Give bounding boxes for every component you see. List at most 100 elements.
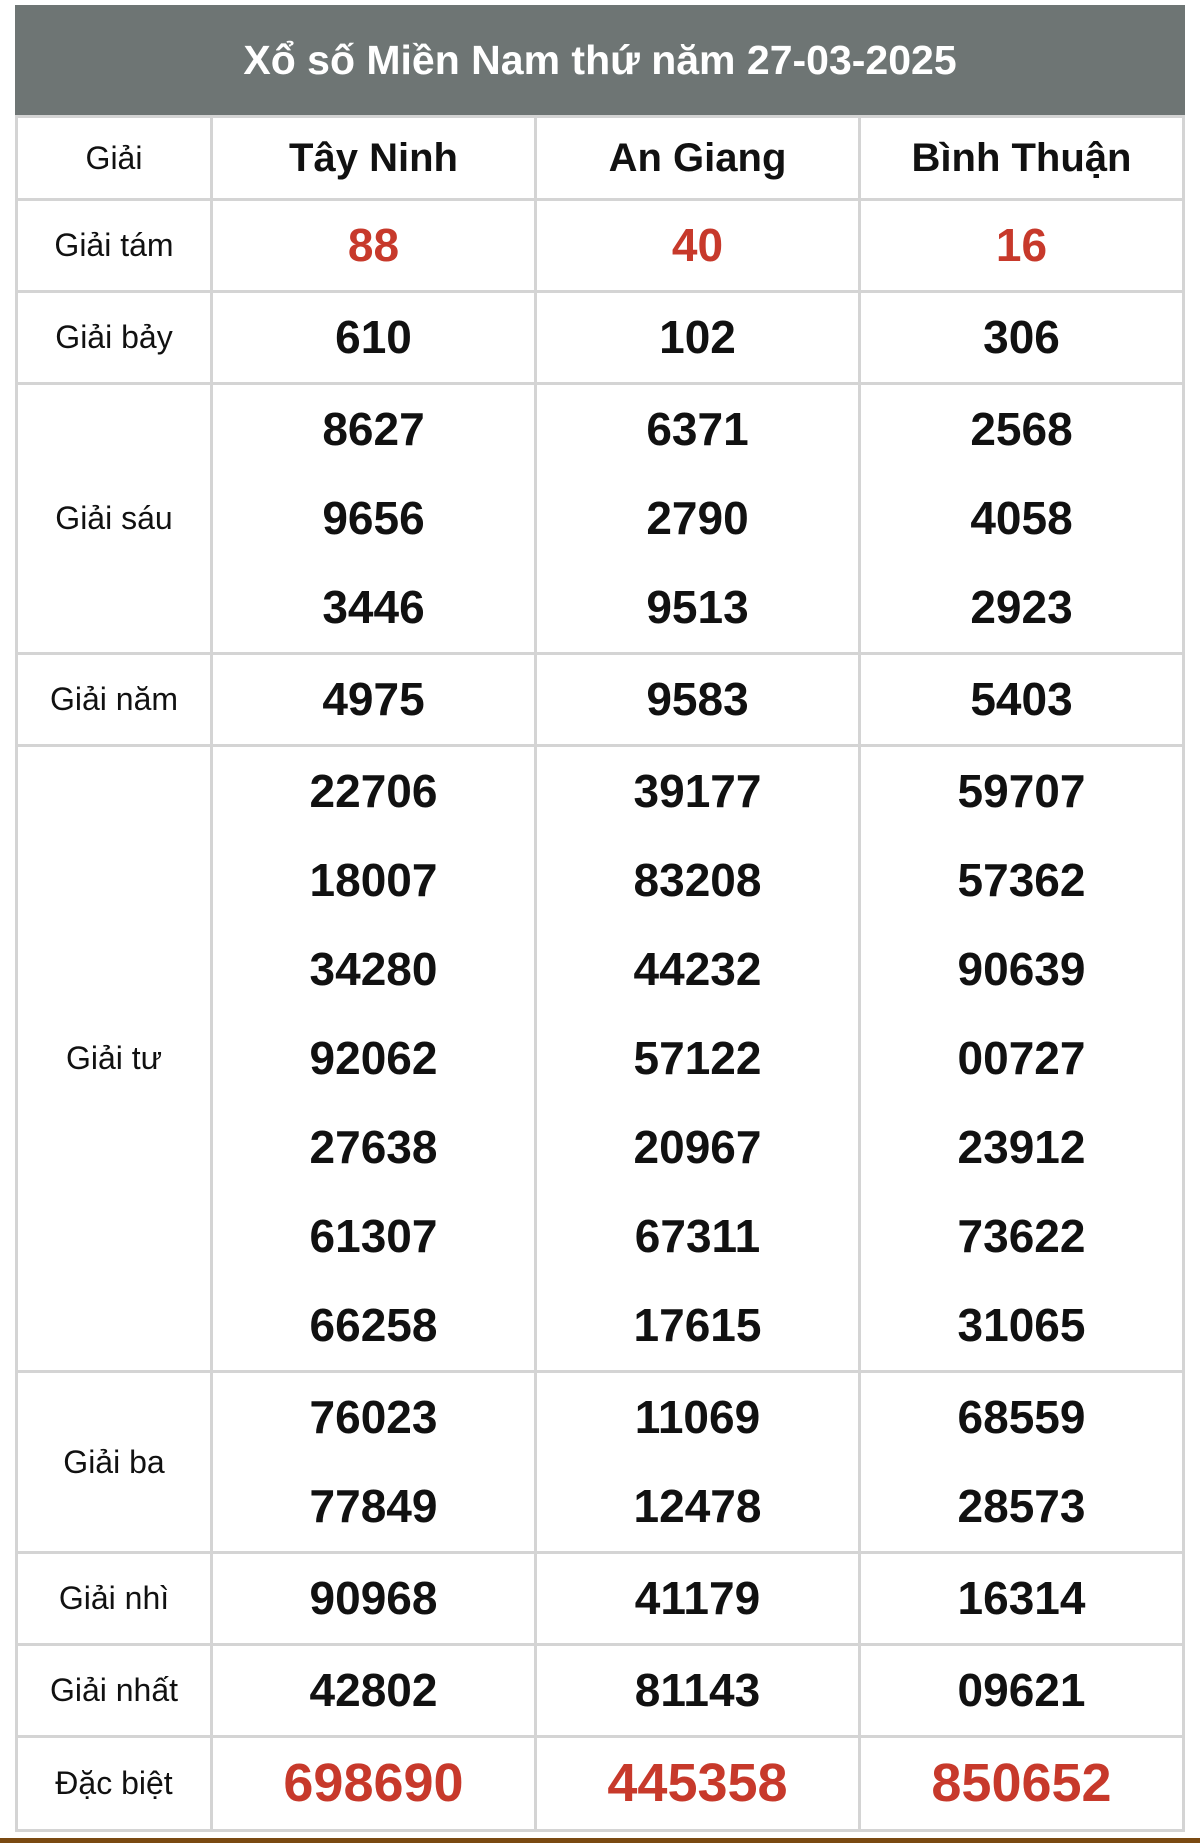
prize-row-giai-ba: Giải ba 76023 77849 11069 12478 68559 28573 xyxy=(15,1370,1185,1554)
result-cell: 5403 xyxy=(858,652,1185,747)
result-number: 9583 xyxy=(646,673,749,725)
result-number: 2568 xyxy=(970,403,1073,455)
result-cell: 4975 xyxy=(210,652,537,747)
result-number: 445358 xyxy=(607,1753,788,1813)
result-number: 3446 xyxy=(322,581,425,633)
result-cell: 850652 xyxy=(858,1735,1185,1832)
result-number: 76023 xyxy=(309,1391,438,1443)
result-number: 22706 xyxy=(309,765,438,817)
result-number: 2790 xyxy=(646,492,749,544)
result-number: 18007 xyxy=(309,854,438,906)
prize-column-header: Giải xyxy=(15,115,213,201)
result-cell: 76023 77849 xyxy=(210,1370,537,1554)
prize-label: Giải tám xyxy=(15,198,213,293)
result-cell: 102 xyxy=(534,290,861,385)
result-number: 90639 xyxy=(957,943,1086,995)
result-cell: 6371 2790 9513 xyxy=(534,382,861,655)
province-header: An Giang xyxy=(534,115,861,201)
result-number: 41179 xyxy=(634,1572,761,1624)
result-number: 850652 xyxy=(931,1753,1112,1813)
result-number: 5403 xyxy=(970,673,1073,725)
result-number: 90968 xyxy=(309,1572,438,1624)
result-cell: 88 xyxy=(210,198,537,293)
result-number: 12478 xyxy=(633,1480,762,1532)
result-cell: 90968 xyxy=(210,1551,537,1646)
prize-label: Giải bảy xyxy=(15,290,213,385)
prize-row-giai-nam: Giải năm 4975 9583 5403 xyxy=(15,652,1185,747)
prize-label: Giải ba xyxy=(15,1370,213,1554)
result-cell: 39177 83208 44232 57122 20967 67311 17615 xyxy=(534,744,861,1373)
result-number: 698690 xyxy=(283,1753,464,1813)
result-number: 11069 xyxy=(634,1391,761,1443)
result-number: 09621 xyxy=(957,1664,1086,1716)
result-cell: 8627 9656 3446 xyxy=(210,382,537,655)
result-cell: 610 xyxy=(210,290,537,385)
result-number: 81143 xyxy=(634,1664,761,1716)
result-cell: 42802 xyxy=(210,1643,537,1738)
result-cell: 68559 28573 xyxy=(858,1370,1185,1554)
results-table: Giải Tây Ninh An Giang Bình Thuận Giải t… xyxy=(15,115,1185,1832)
province-header: Bình Thuận xyxy=(858,115,1185,201)
result-cell: 9583 xyxy=(534,652,861,747)
result-number: 83208 xyxy=(633,854,762,906)
result-number: 92062 xyxy=(309,1032,438,1084)
result-number: 00727 xyxy=(957,1032,1086,1084)
result-number: 4975 xyxy=(322,673,425,725)
result-number: 16314 xyxy=(957,1572,1086,1624)
prize-row-giai-nhi: Giải nhì 90968 41179 16314 xyxy=(15,1551,1185,1646)
result-number: 17615 xyxy=(633,1299,762,1351)
prize-row-giai-tu: Giải tư 22706 18007 34280 92062 27638 61307 662… xyxy=(15,744,1185,1373)
prize-row-giai-nhat: Giải nhất 42802 81143 09621 xyxy=(15,1643,1185,1738)
prize-label: Giải tư xyxy=(15,744,213,1373)
prize-row-giai-tam: Giải tám 88 40 16 xyxy=(15,198,1185,293)
result-number: 42802 xyxy=(309,1664,438,1716)
result-number: 88 xyxy=(347,219,400,271)
prize-row-giai-sau: Giải sáu 8627 9656 3446 6371 2790 9513 2568 4058… xyxy=(15,382,1185,655)
result-cell: 445358 xyxy=(534,1735,861,1832)
result-number: 23912 xyxy=(957,1121,1086,1173)
result-cell: 81143 xyxy=(534,1643,861,1738)
result-number: 27638 xyxy=(309,1121,438,1173)
result-cell: 16 xyxy=(858,198,1185,293)
result-number: 28573 xyxy=(957,1480,1086,1532)
result-cell: 09621 xyxy=(858,1643,1185,1738)
result-number: 8627 xyxy=(322,403,425,455)
prize-label: Giải nhì xyxy=(15,1551,213,1646)
result-number: 57362 xyxy=(957,854,1086,906)
result-number: 40 xyxy=(671,219,724,271)
result-number: 57122 xyxy=(633,1032,762,1084)
result-number: 73622 xyxy=(957,1210,1086,1262)
page-title: Xổ số Miền Nam thứ năm 27-03-2025 xyxy=(15,5,1185,115)
result-number: 59707 xyxy=(957,765,1086,817)
result-number: 9513 xyxy=(646,581,749,633)
prize-row-giai-bay: Giải bảy 610 102 306 xyxy=(15,290,1185,385)
result-number: 67311 xyxy=(634,1210,761,1262)
result-number: 306 xyxy=(983,311,1060,363)
result-cell: 41179 xyxy=(534,1551,861,1646)
results-table-container: Xổ số Miền Nam thứ năm 27-03-2025 Giải T… xyxy=(15,5,1185,1832)
result-cell: 22706 18007 34280 92062 27638 61307 66258 xyxy=(210,744,537,1373)
result-number: 68559 xyxy=(957,1391,1086,1443)
prize-label: Giải năm xyxy=(15,652,213,747)
result-number: 9656 xyxy=(322,492,425,544)
result-number: 6371 xyxy=(646,403,749,455)
result-number: 39177 xyxy=(633,765,762,817)
prize-row-dac-biet: Đặc biệt 698690 445358 850652 xyxy=(15,1735,1185,1832)
result-cell: 16314 xyxy=(858,1551,1185,1646)
result-number: 20967 xyxy=(633,1121,762,1173)
result-cell: 2568 4058 2923 xyxy=(858,382,1185,655)
result-cell: 306 xyxy=(858,290,1185,385)
result-number: 31065 xyxy=(957,1299,1086,1351)
result-number: 610 xyxy=(335,311,412,363)
result-cell: 11069 12478 xyxy=(534,1370,861,1554)
result-number: 16 xyxy=(995,219,1048,271)
result-number: 44232 xyxy=(633,943,762,995)
result-number: 66258 xyxy=(309,1299,438,1351)
result-cell: 40 xyxy=(534,198,861,293)
prize-label: Giải sáu xyxy=(15,382,213,655)
province-header: Tây Ninh xyxy=(210,115,537,201)
result-number: 102 xyxy=(659,311,736,363)
result-number: 2923 xyxy=(970,581,1073,633)
result-number: 34280 xyxy=(309,943,438,995)
result-number: 77849 xyxy=(309,1480,438,1532)
